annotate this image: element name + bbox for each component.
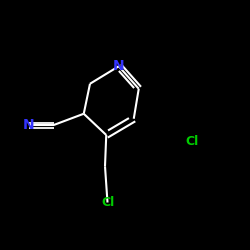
Text: Cl: Cl xyxy=(101,196,114,209)
Text: N: N xyxy=(113,59,124,73)
Text: Cl: Cl xyxy=(186,135,199,148)
Text: N: N xyxy=(23,118,34,132)
